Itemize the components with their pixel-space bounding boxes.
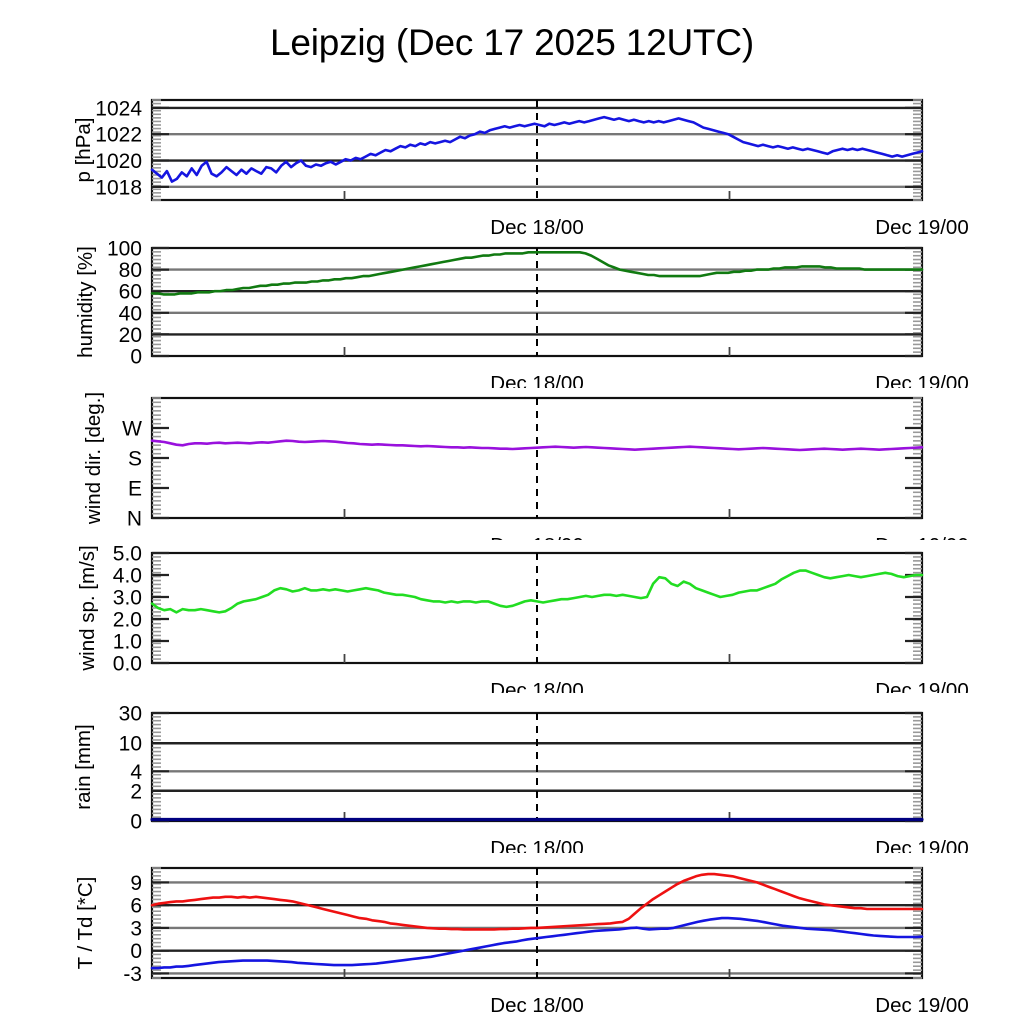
y-tick-label: 10 [119,733,142,756]
x-tick-label: Dec 18/00 [490,837,583,853]
panel-wind-speed: 0.0 1.0 2.0 3.0 4.0 5.0 wind sp. [m/s] Dec 18/0… [0,545,1024,693]
y-tick-label: 1020 [95,150,142,173]
y-tick-label: 20 [119,324,142,347]
y-tick-label: 3 [130,917,142,940]
y-tick-label: 2 [130,780,142,803]
y-tick-label: 3.0 [113,587,142,610]
series-line-p [150,115,924,183]
y-tick-label: 60 [119,281,142,304]
y-tick-label: N [127,508,142,531]
y-tick-label: 80 [119,259,142,282]
y-tick-label: 1022 [95,124,142,147]
x-tick-label: Dec 18/00 [490,534,583,540]
y-tick-label: 5.0 [113,545,142,566]
y-tick-label: 9 [130,872,142,895]
series-line-ff [150,569,924,614]
y-axis-label: T / Td [*C] [74,877,97,970]
panel-pressure: 1018 1020 1022 1024 p [hPa] Dec 18/00 Dec 19/0… [0,92,1024,240]
y-tick-label: 6 [130,895,142,918]
y-tick-label: 40 [119,302,142,325]
x-tick-label: Dec 19/00 [875,994,968,1012]
series-line-rh [150,251,924,296]
y-axis-label: wind sp. [m/s] [76,545,99,671]
y-tick-label: 1024 [95,97,142,120]
x-tick-label: Dec 19/00 [875,372,968,388]
y-axis-label: p [hPa] [72,118,95,183]
y-axis-label: humidity [%] [74,246,97,358]
series-line-Td [150,916,924,970]
panel-temperature-dewpoint: -3 0 3 6 9 T / Td [*C] Dec 18/00 Dec 19/00 [0,860,1024,1012]
x-tick-label: Dec 18/00 [490,372,583,388]
y-tick-label: 0 [130,811,142,834]
y-tick-label: 0 [130,346,142,369]
y-tick-label: 1.0 [113,631,142,654]
y-tick-label: E [128,478,142,501]
y-tick-label: -3 [123,963,142,986]
x-tick-label: Dec 19/00 [875,679,968,693]
x-tick-label: Dec 18/00 [490,994,583,1012]
x-tick-label: Dec 19/00 [875,837,968,853]
x-tick-label: Dec 18/00 [490,679,583,693]
panel-rain: 0 2 4 10 30 rain [mm] Dec 18/00 Dec 19/00 [0,705,1024,853]
y-tick-label: 0.0 [113,653,142,676]
y-tick-label: 1018 [95,176,142,199]
y-tick-label: 4.0 [113,565,142,588]
y-tick-label: S [128,448,142,471]
chart-rain: 0 24 10 30 rain [mm] Dec 18/00 Dec 19/00 [72,705,969,853]
y-tick-label: 4 [130,761,142,784]
y-axis-label: wind dir. [deg.] [82,392,105,525]
page-title: Leipzig (Dec 17 2025 12UTC) [269,22,755,63]
y-tick-label: W [122,418,142,441]
y-tick-label: 100 [107,240,142,261]
y-axis-label: rain [mm] [72,724,95,809]
y-tick-label: 2.0 [113,609,142,632]
y-tick-label: 0 [130,940,142,963]
x-tick-label: Dec 19/00 [875,216,968,239]
x-tick-label: Dec 19/00 [875,534,968,540]
series-line-T [150,872,924,931]
series-line-dir [150,439,924,452]
y-tick-label: 30 [119,705,142,726]
panel-humidity: 0 20 40 60 80 100 humidity [%] Dec 18/00 Dec 19/… [0,240,1024,388]
chart-wind_speed: 0.01.02.03.04.05.0 wind sp. [m/s] Dec 18/0… [76,545,969,693]
x-tick-label: Dec 18/00 [490,216,583,239]
